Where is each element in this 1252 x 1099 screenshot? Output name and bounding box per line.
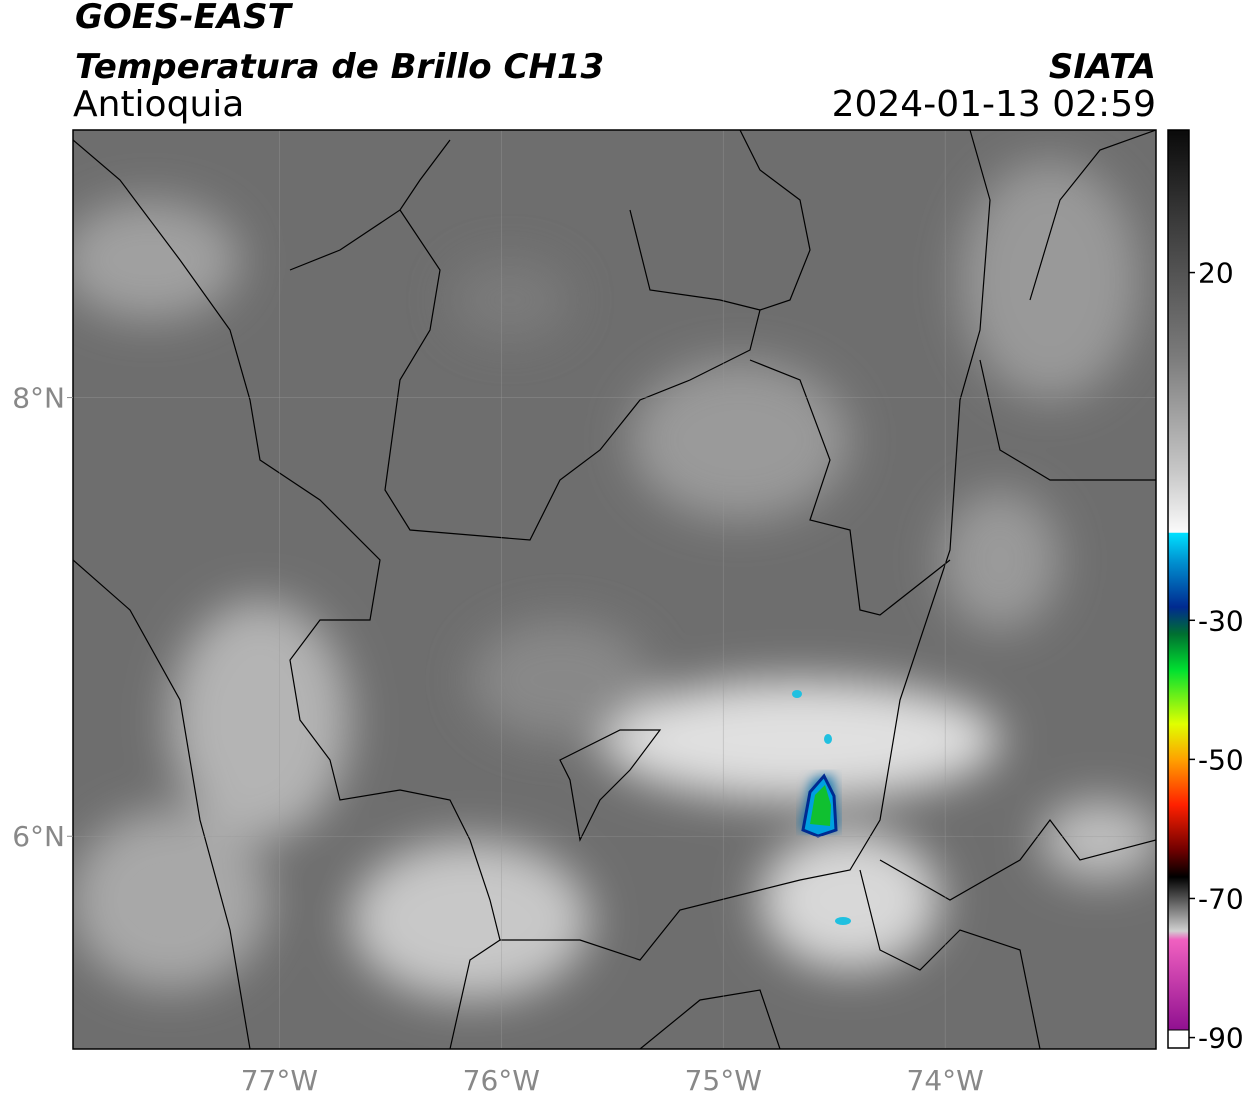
subtitle: Temperatura de Brillo CH13 xyxy=(75,47,604,87)
colorbar xyxy=(1167,129,1190,1049)
colorbar-tick-label: -30 xyxy=(1198,604,1244,637)
x-tick-label: 75°W xyxy=(685,1064,762,1097)
satellite-image xyxy=(73,130,1156,1049)
source: SIATA xyxy=(1049,47,1156,87)
x-tick-label: 77°W xyxy=(241,1064,318,1097)
colorbar-tick-label: -90 xyxy=(1198,1022,1244,1055)
region: Antioquia xyxy=(73,84,244,125)
colorbar-tick-label: -70 xyxy=(1198,882,1244,915)
datetime: 2024-01-13 02:59 xyxy=(832,84,1156,125)
y-tick-label: 6°N xyxy=(12,820,65,853)
map-frame xyxy=(72,129,1157,1050)
x-tick-label: 74°W xyxy=(907,1064,984,1097)
colorbar-tick-label: -50 xyxy=(1198,743,1244,776)
y-tick-label: 8°N xyxy=(12,382,65,415)
colorbar-tick-label: 20 xyxy=(1198,257,1234,290)
x-tick-label: 76°W xyxy=(463,1064,540,1097)
title: GOES-EAST xyxy=(75,0,294,37)
